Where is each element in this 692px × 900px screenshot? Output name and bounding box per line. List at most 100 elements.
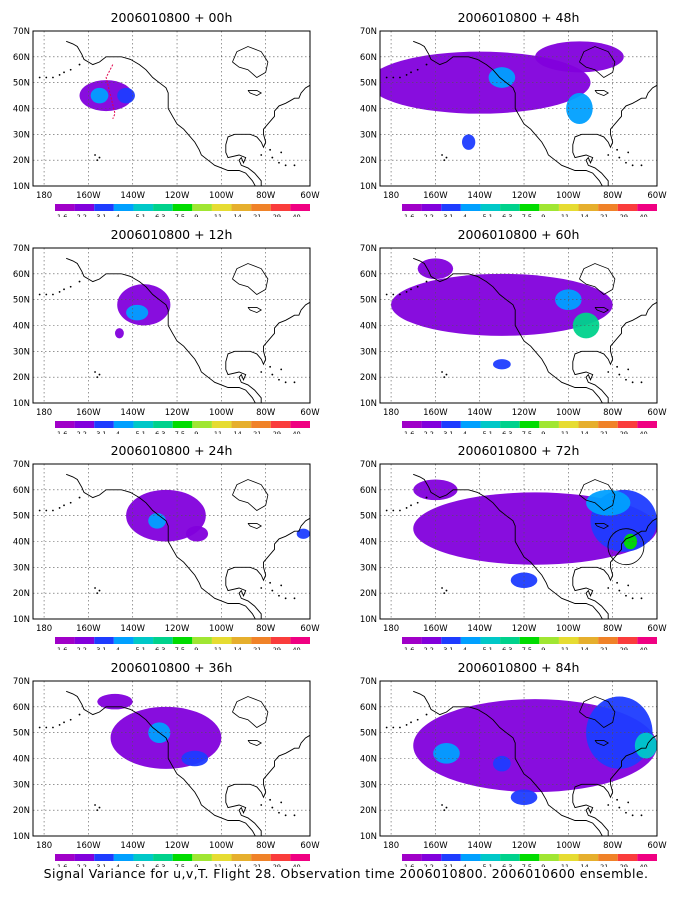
colorbar-swatch xyxy=(211,854,232,861)
colorbar: 1.6 2.2 3.1 4 5.1 6.3 7.5 9 11 14 21 29 40 xyxy=(402,204,657,221)
colorbar-swatch xyxy=(231,421,252,428)
colorbar-swatch xyxy=(500,204,520,211)
panel-title: 2006010800 + 24h xyxy=(111,443,233,458)
island-mark xyxy=(627,584,630,587)
lon-label: 80W xyxy=(603,408,623,418)
variance-region xyxy=(488,67,516,88)
island-mark xyxy=(69,68,72,71)
map-panel: 2006010800 + 84h 70N 60N 50N 40N 30N 20N 10N 180… xyxy=(347,650,692,871)
colorbar-swatch xyxy=(192,854,212,861)
colorbar-swatch xyxy=(270,421,291,428)
variance-region xyxy=(461,134,476,150)
island-mark xyxy=(425,280,428,283)
colorbar-swatch xyxy=(74,421,95,428)
island-mark xyxy=(58,74,61,76)
island-mark xyxy=(58,291,61,293)
island-mark xyxy=(52,76,54,79)
map-panel: 2006010800 + 00h 70N 60N 50N 40N 30N 20N 10N 180… xyxy=(0,0,346,221)
colorbar-swatch xyxy=(211,637,232,644)
island-mark xyxy=(98,156,101,159)
colorbar-swatch xyxy=(500,421,520,428)
lon-label: 60W xyxy=(300,841,320,851)
colorbar-swatch xyxy=(578,204,599,211)
colorbar-swatch xyxy=(441,204,461,211)
colorbar-swatch xyxy=(460,637,481,644)
colorbar-swatch xyxy=(441,854,461,861)
colorbar-swatch xyxy=(94,637,114,644)
colorbar-swatch xyxy=(231,204,252,211)
island-mark xyxy=(410,288,412,291)
variance-region xyxy=(623,533,638,550)
lon-label: 120W xyxy=(165,408,190,418)
lat-label: 50N xyxy=(360,729,377,739)
lat-label: 40N xyxy=(360,755,377,765)
colorbar-swatch xyxy=(290,204,310,211)
island-mark xyxy=(410,71,412,74)
island-mark xyxy=(278,594,280,597)
hudson-bay-outline xyxy=(579,263,616,295)
island-mark xyxy=(618,156,621,159)
colorbar-swatch xyxy=(402,204,422,211)
map-frame xyxy=(379,30,658,187)
island-mark xyxy=(260,804,263,806)
great-lakes-outline xyxy=(594,523,610,530)
hudson-bay-outline xyxy=(232,46,269,78)
lon-label: 160W xyxy=(76,408,101,418)
island-mark xyxy=(392,509,395,512)
map-svg: 2006010800 + 24h 70N 60N 50N 40N 30N 20N 10N 180… xyxy=(13,443,320,654)
map-svg: 2006010800 + 84h 70N 60N 50N 40N 30N 20N 10N 180… xyxy=(360,660,667,871)
colorbar-swatch xyxy=(402,637,422,644)
lon-label: 100W xyxy=(556,841,581,851)
island-mark xyxy=(280,368,283,371)
lat-label: 40N xyxy=(360,322,377,332)
island-mark xyxy=(38,76,41,79)
map-frame xyxy=(32,247,311,404)
island-mark xyxy=(96,592,99,595)
island-mark xyxy=(640,381,643,384)
island-mark xyxy=(640,597,643,600)
colorbar-swatch xyxy=(598,421,618,428)
lon-label: 140W xyxy=(467,841,492,851)
island-mark xyxy=(445,156,448,159)
colorbar-swatch xyxy=(519,854,540,861)
grid-lines xyxy=(380,31,657,186)
island-mark xyxy=(425,713,428,716)
colorbar-swatch xyxy=(578,854,599,861)
colorbar-swatch xyxy=(172,421,193,428)
variance-region xyxy=(391,273,613,336)
lat-label: 10N xyxy=(13,182,30,192)
island-mark xyxy=(443,376,446,379)
lat-label: 10N xyxy=(13,832,30,842)
island-mark xyxy=(96,809,99,812)
lon-label: 60W xyxy=(647,841,667,851)
lon-label: 180 xyxy=(383,841,399,851)
colorbar-swatch xyxy=(251,421,271,428)
island-mark xyxy=(278,161,280,164)
island-mark xyxy=(293,381,296,384)
island-mark xyxy=(618,373,621,376)
island-mark xyxy=(445,373,448,376)
colorbar-swatch xyxy=(113,854,134,861)
lat-label: 70N xyxy=(13,244,30,254)
lon-label: 100W xyxy=(209,624,234,634)
island-mark xyxy=(271,156,274,159)
island-mark xyxy=(625,811,627,814)
colorbar-swatch xyxy=(251,854,271,861)
island-mark xyxy=(269,581,272,584)
lon-label: 120W xyxy=(512,624,537,634)
lat-label: 10N xyxy=(360,615,377,625)
colorbar-swatch xyxy=(133,854,154,861)
island-mark xyxy=(416,718,419,721)
island-mark xyxy=(284,164,287,167)
lat-label: 20N xyxy=(360,156,377,166)
lon-label: 80W xyxy=(256,408,276,418)
colorbar-swatch xyxy=(539,637,559,644)
island-mark xyxy=(392,293,395,296)
lat-label: 50N xyxy=(13,296,30,306)
grid-lines xyxy=(380,464,657,619)
colorbar-swatch xyxy=(153,854,173,861)
island-mark xyxy=(607,154,610,156)
map-svg: 2006010800 + 36h 70N 60N 50N 40N 30N 20N 10N 180… xyxy=(13,660,320,871)
island-mark xyxy=(416,285,419,288)
variance-field xyxy=(391,258,613,370)
